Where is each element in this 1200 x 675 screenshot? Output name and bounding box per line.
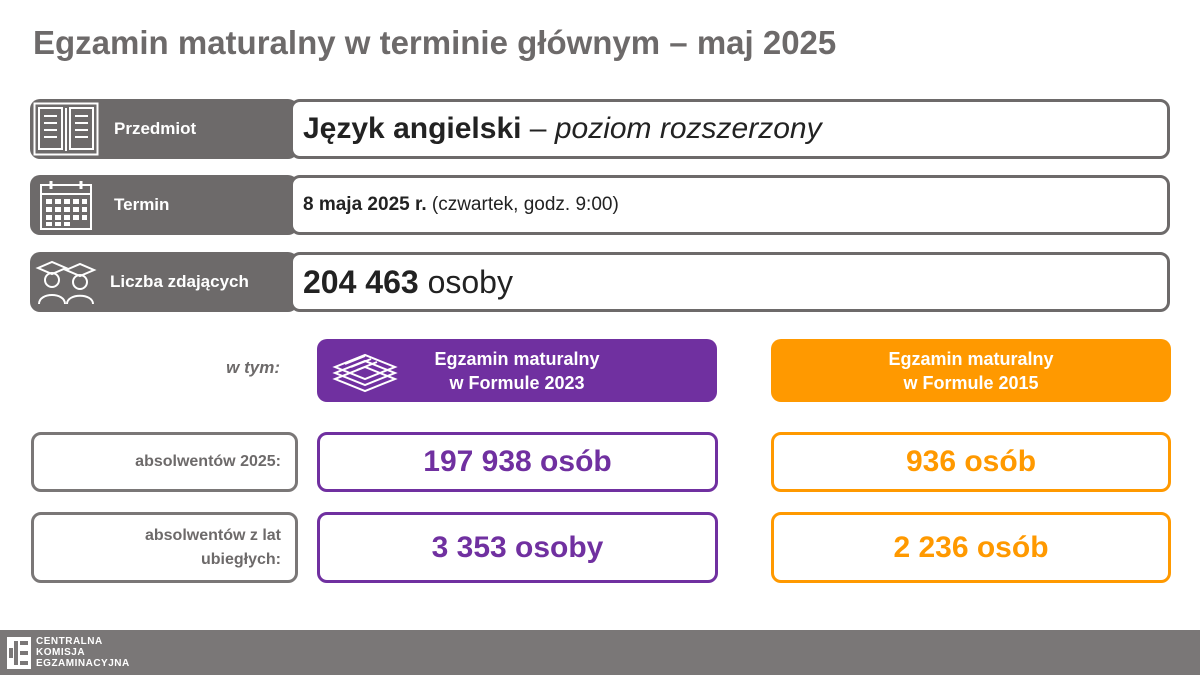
subject-separator: – xyxy=(521,112,555,145)
graduates-previous-label-line2: ubiegłych: xyxy=(200,550,281,568)
count-value-box: 204 463 osoby xyxy=(290,252,1170,312)
breakdown-intro: w tym: xyxy=(226,358,280,377)
formula-2015-line2: w Formule 2015 xyxy=(903,372,1039,393)
footer-line3: EGZAMINACYJNA xyxy=(36,658,130,669)
calendar-icon xyxy=(30,175,102,235)
formula-2023-line1: Egzamin maturalny xyxy=(434,348,600,369)
book-icon xyxy=(30,99,102,159)
graduates-previous-label: absolwentów z lat ubiegłych: xyxy=(31,512,298,583)
formula-2023-line2: w Formule 2023 xyxy=(449,372,585,393)
graduates-2025-f2023: 197 938 osób xyxy=(317,432,718,492)
exam-time: (czwartek, godz. 9:00) xyxy=(426,194,619,215)
graduates-2025-label: absolwentów 2025: xyxy=(31,432,298,492)
subject-value-box: Język angielski – poziom rozszerzony xyxy=(290,99,1170,159)
formula-2015-header: Egzamin maturalny w Formule 2015 xyxy=(771,339,1171,402)
date-label: Termin xyxy=(114,195,170,214)
page-title: Egzamin maturalny w terminie głównym – m… xyxy=(33,24,837,61)
total-count: 204 463 xyxy=(303,263,419,300)
footer-bar: CENTRALNA KOMISJA EGZAMINACYJNA xyxy=(0,630,1200,675)
footer-org-name: CENTRALNA KOMISJA EGZAMINACYJNA xyxy=(36,636,130,669)
date-value-box: 8 maja 2025 r. (czwartek, godz. 9:00) xyxy=(290,175,1170,235)
total-count-unit: osoby xyxy=(418,263,513,300)
formula-2023-header: Egzamin maturalny w Formule 2023 xyxy=(317,339,717,402)
footer-line2: KOMISJA xyxy=(36,647,86,658)
subject-label-box: Przedmiot xyxy=(30,99,298,159)
cke-logo-icon xyxy=(6,636,32,670)
graduates-previous-f2023: 3 353 osoby xyxy=(317,512,718,583)
graduates-previous-label-line1: absolwentów z lat xyxy=(144,526,281,544)
graduates-2025-label-text: absolwentów 2025: xyxy=(135,453,281,470)
subject-name: Język angielski xyxy=(303,112,522,145)
papers-stack-icon xyxy=(331,345,399,401)
count-label-box: Liczba zdających xyxy=(30,252,298,312)
count-label: Liczba zdających xyxy=(110,272,249,291)
exam-date: 8 maja 2025 r. xyxy=(303,194,427,215)
graduates-2025-f2015: 936 osób xyxy=(771,432,1171,492)
formula-2015-line1: Egzamin maturalny xyxy=(888,348,1054,369)
subject-level: poziom rozszerzony xyxy=(554,112,822,145)
graduates-icon xyxy=(30,252,102,312)
subject-label: Przedmiot xyxy=(114,119,197,138)
date-label-box: Termin xyxy=(30,175,298,235)
footer-line1: CENTRALNA xyxy=(36,636,103,647)
graduates-previous-f2015: 2 236 osób xyxy=(771,512,1171,583)
